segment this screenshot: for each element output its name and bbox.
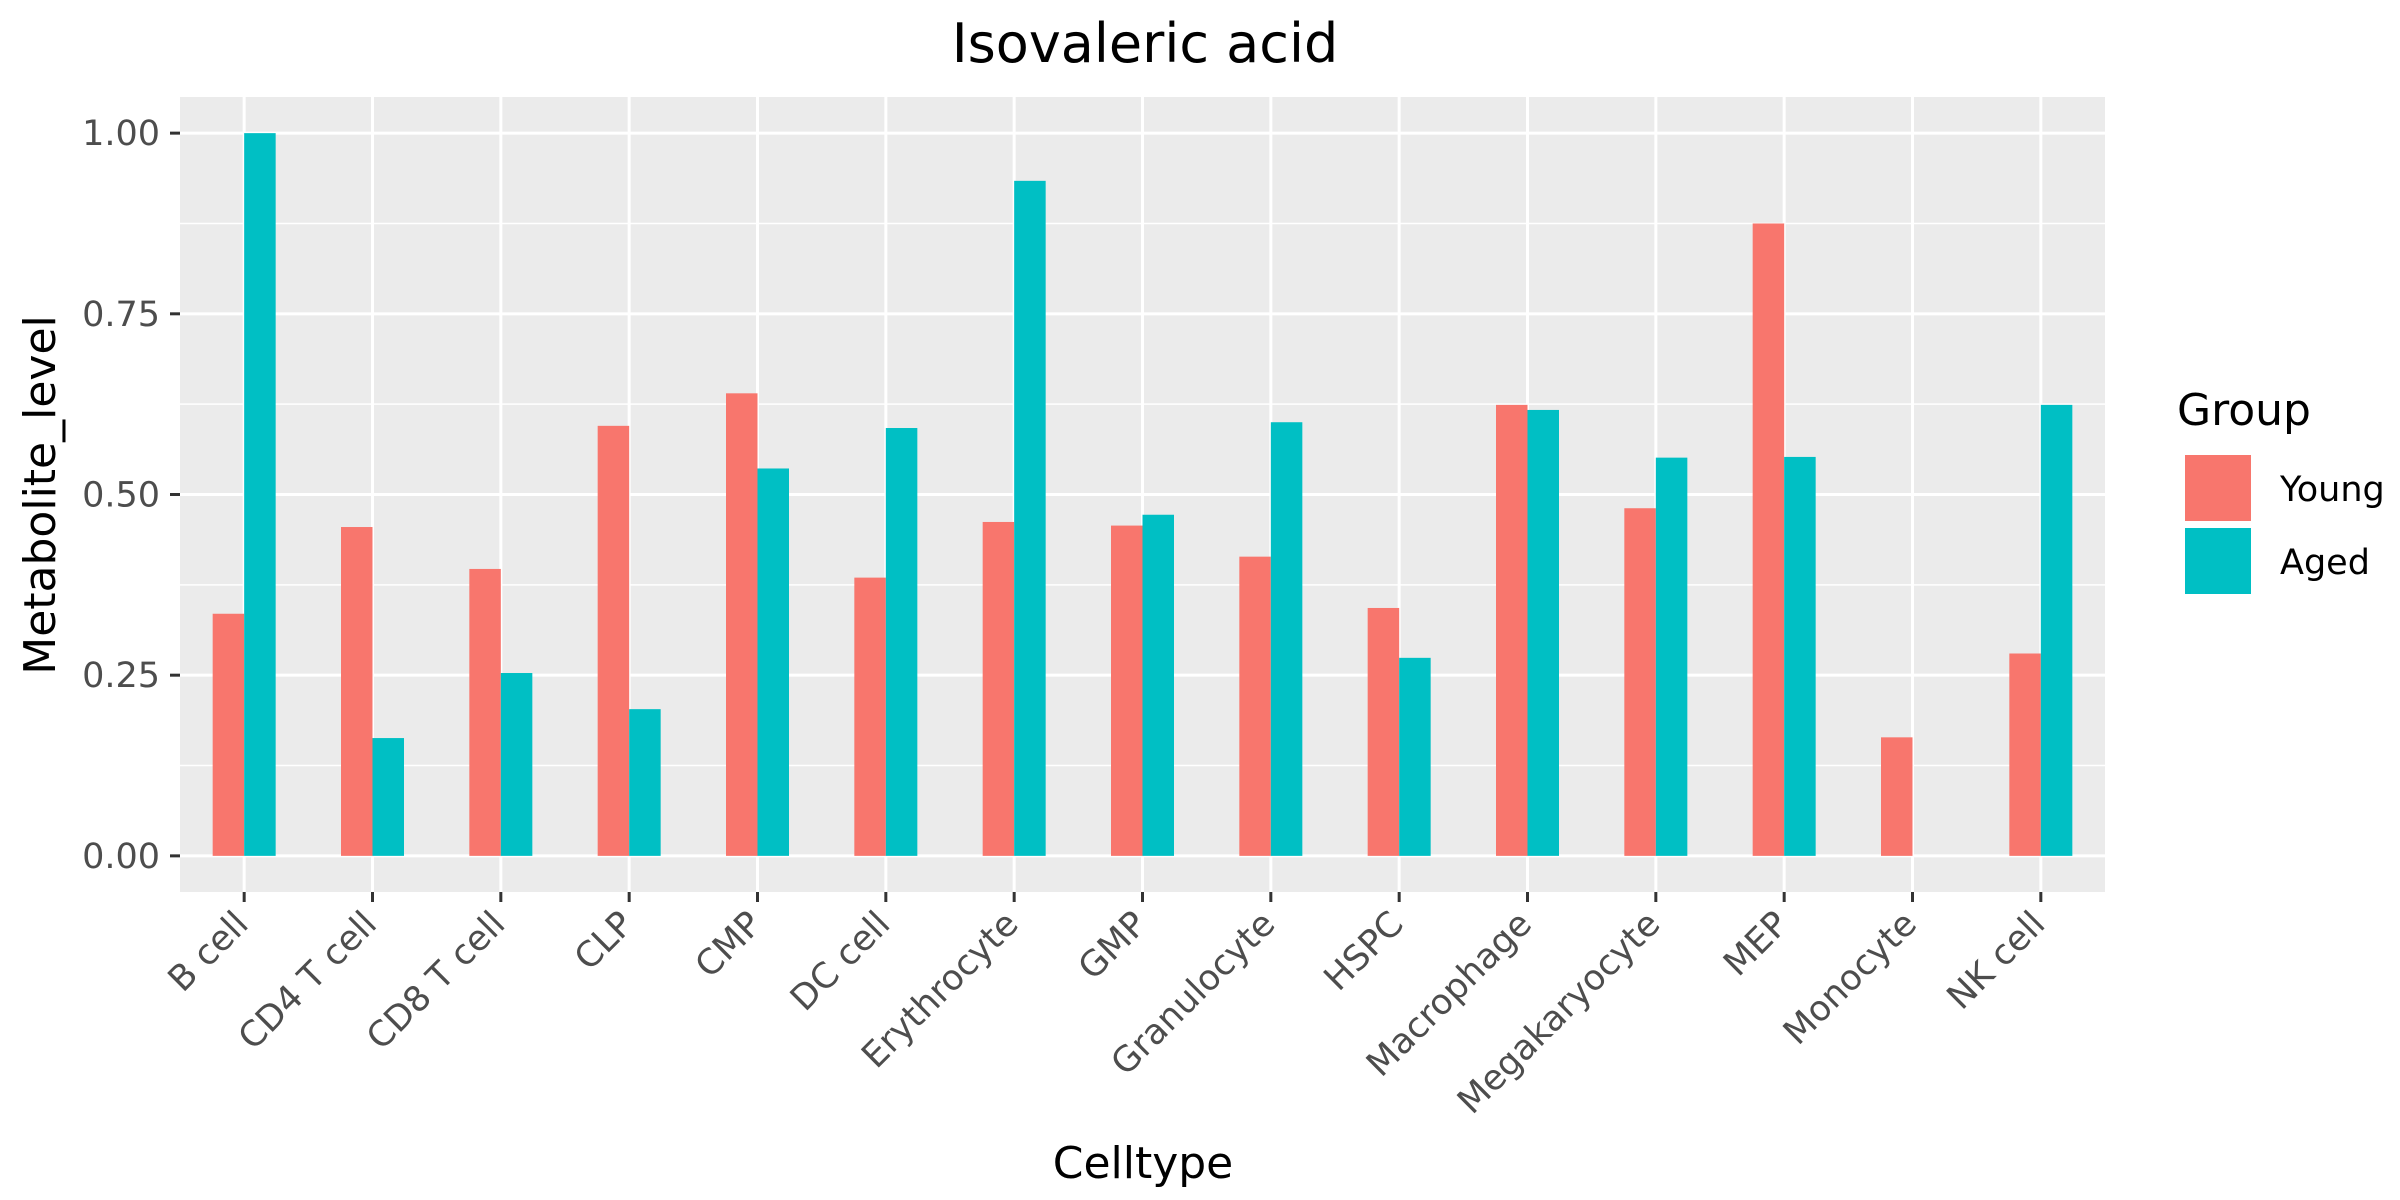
x-tick-label: CMP [688,904,770,986]
bar-aged-cd8-t-cell [500,673,533,856]
y-tick-label: 0.75 [82,295,160,335]
y-axis-title: Metabolite_level [15,315,66,675]
x-tick-label: CD4 T cell [231,904,385,1058]
bar-young-gmp [1111,525,1143,856]
bar-aged-megakaryocyte [1655,457,1688,856]
legend: Group Young Aged [2177,385,2385,594]
bar-young-megakaryocyte [1624,508,1656,856]
chart-title: Isovaleric acid [952,12,1339,75]
x-axis-title: Celltype [1053,1138,1234,1189]
bar-young-dc-cell [854,577,886,856]
bar-young-clp [597,425,630,856]
bar-aged-hspc [1399,657,1431,856]
bar-aged-b-cell [244,133,276,856]
x-tick-label: CD8 T cell [359,904,513,1058]
bar-young-granulocyte [1239,556,1271,856]
bar-young-mep [1752,223,1785,856]
y-tick-label: 0.00 [82,837,160,877]
x-tick-label: GMP [1071,904,1155,988]
legend-key-aged [2185,528,2251,594]
bar-young-macrophage [1496,404,1528,856]
y-tick-label: 0.50 [82,476,160,516]
bar-young-cmp [726,393,758,856]
x-tick-label: MEP [1716,904,1796,984]
bar-young-nk-cell [2009,653,2041,856]
x-tick-label: HSPC [1317,904,1412,999]
legend-key-young [2185,455,2251,521]
x-tick-label: NK cell [1940,904,2053,1017]
bar-young-monocyte [1881,737,1913,856]
bar-young-erythrocyte [982,521,1015,856]
bar-layer [212,133,2073,856]
bar-aged-nk-cell [2040,404,2073,856]
bar-young-cd4-t-cell [341,527,373,856]
x-tick-label: Monocyte [1776,904,1925,1053]
bar-young-b-cell [212,613,245,856]
legend-label-aged: Aged [2280,543,2370,583]
bar-aged-mep [1784,456,1816,856]
bar-aged-gmp [1142,514,1174,856]
legend-label-young: Young [2279,470,2385,510]
legend-title: Group [2177,385,2311,436]
y-tick-label: 0.25 [82,656,160,696]
bar-aged-granulocyte [1270,422,1303,856]
bar-aged-dc-cell [885,428,918,856]
x-tick-label: B cell [161,904,257,1000]
x-tick-label: DC cell [783,904,898,1019]
bar-young-hspc [1367,607,1400,856]
x-tick-label: CLP [567,904,641,978]
bar-aged-cd4-t-cell [372,738,404,856]
bar-aged-erythrocyte [1014,180,1046,856]
bar-young-cd8-t-cell [469,568,501,856]
bar-aged-macrophage [1527,409,1559,856]
bar-aged-cmp [757,468,789,856]
y-tick-label: 1.00 [82,114,160,154]
bar-aged-clp [629,709,661,856]
